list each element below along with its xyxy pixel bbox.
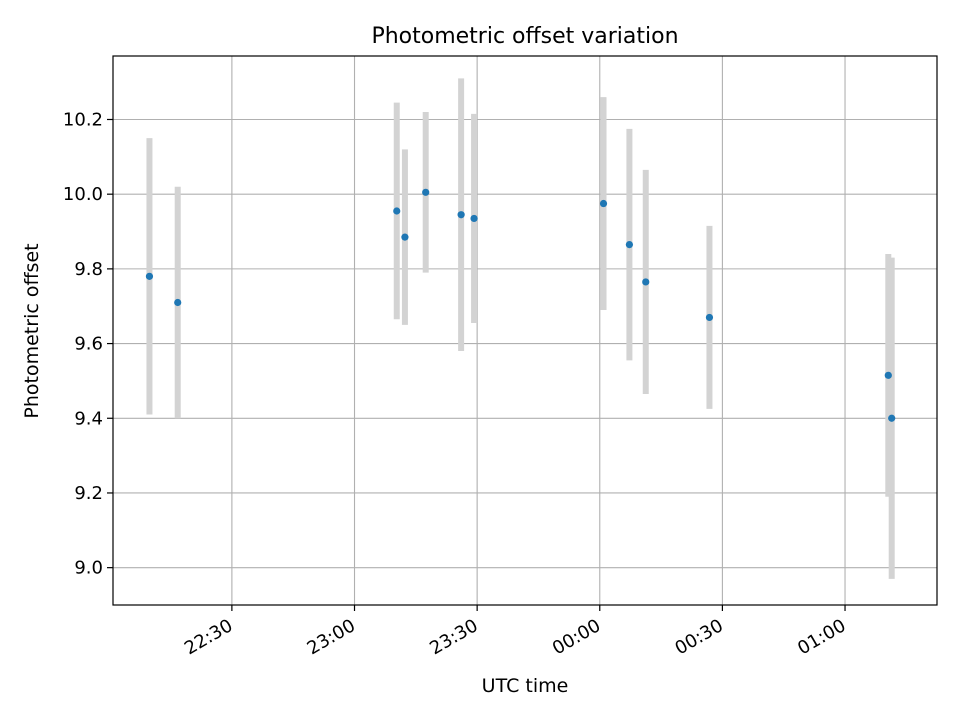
data-points — [145, 188, 896, 422]
y-tick-label: 9.2 — [74, 483, 103, 504]
data-point — [884, 371, 892, 379]
x-axis-label: UTC time — [482, 675, 569, 697]
data-point — [145, 272, 154, 280]
y-tick-label: 9.4 — [74, 408, 103, 429]
plot-frame — [112, 55, 938, 606]
y-tick-label: 10.2 — [63, 109, 103, 130]
data-point — [470, 214, 478, 223]
data-point — [599, 199, 608, 208]
chart-title: Photometric offset variation — [371, 24, 678, 49]
grid — [113, 56, 937, 605]
data-point — [174, 298, 182, 307]
data-point — [642, 278, 650, 286]
data-point — [422, 188, 430, 196]
data-point — [393, 207, 401, 215]
y-tick-label: 10.0 — [63, 184, 103, 205]
data-point — [457, 211, 465, 219]
y-axis-label: Photometric offset — [21, 243, 43, 418]
data-point — [625, 241, 634, 249]
data-point — [705, 313, 714, 322]
y-tick-label: 9.6 — [74, 334, 103, 355]
data-point — [888, 414, 896, 422]
y-tick-label: 9.8 — [74, 259, 103, 280]
data-point — [401, 233, 409, 241]
y-tick-label: 9.0 — [74, 558, 103, 579]
